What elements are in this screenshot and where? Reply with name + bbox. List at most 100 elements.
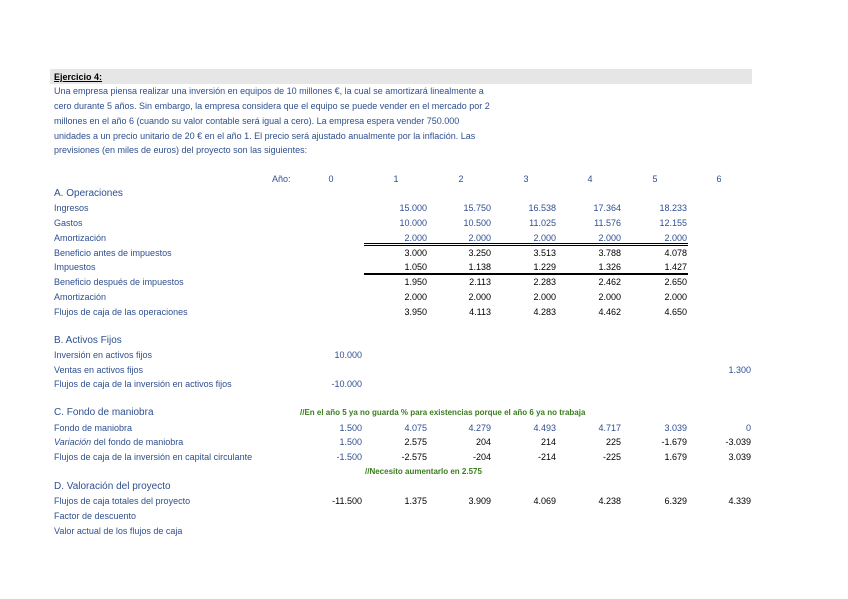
- cell-value[interactable]: 2.000: [468, 233, 491, 243]
- year-header: 1: [393, 174, 399, 184]
- cell-value[interactable]: 3.513: [533, 248, 556, 258]
- paragraph-line: previsiones (en miles de euros) del proy…: [54, 145, 308, 155]
- cell-value[interactable]: 4.279: [468, 423, 491, 433]
- cell-value[interactable]: 1.500: [339, 423, 362, 433]
- cell-value[interactable]: 1.326: [598, 262, 621, 272]
- cell-value[interactable]: 4.493: [533, 423, 556, 433]
- cell-value[interactable]: 10.000: [399, 218, 427, 228]
- section-d-heading: D. Valoración del proyecto: [54, 481, 171, 492]
- cell-value[interactable]: 2.000: [598, 292, 621, 302]
- cell-value[interactable]: 3.250: [468, 248, 491, 258]
- cell-value[interactable]: 214: [540, 437, 556, 447]
- cell-value[interactable]: 4.113: [469, 307, 491, 317]
- cell-value[interactable]: 204: [475, 437, 491, 447]
- row-label: Fondo de maniobra: [54, 423, 133, 433]
- row-label: Variación del fondo de maniobra: [54, 436, 183, 448]
- cell-value[interactable]: 0: [745, 423, 751, 433]
- cell-value[interactable]: 3.909: [468, 496, 491, 506]
- cell-value[interactable]: 6.329: [664, 496, 687, 506]
- cell-value[interactable]: 4.650: [664, 307, 687, 317]
- paragraph-line: cero durante 5 años. Sin embargo, la emp…: [54, 101, 490, 111]
- cell-value[interactable]: -3.039: [725, 437, 751, 447]
- cell-value[interactable]: 4.717: [598, 423, 621, 433]
- cell-value[interactable]: 15.750: [463, 203, 491, 213]
- cell-value[interactable]: -204: [472, 452, 491, 462]
- row-label: Beneficio después de impuestos: [54, 277, 184, 287]
- cell-value[interactable]: -11.500: [332, 496, 362, 506]
- cell-value[interactable]: 2.000: [404, 292, 427, 302]
- cell-value[interactable]: -1.500: [336, 452, 362, 462]
- row-label: Gastos: [54, 218, 83, 228]
- cell-value[interactable]: 2.000: [468, 292, 491, 302]
- cell-value[interactable]: 10.000: [334, 350, 362, 360]
- cell-value[interactable]: 3.950: [404, 307, 427, 317]
- cell-value[interactable]: 2.000: [664, 292, 687, 302]
- row-label: Amortización: [54, 233, 107, 243]
- year-header: 4: [587, 174, 593, 184]
- year-header: 3: [523, 174, 529, 184]
- cell-value[interactable]: -214: [537, 452, 556, 462]
- cell-value[interactable]: 3.788: [598, 248, 621, 258]
- cell-value[interactable]: 4.462: [598, 307, 621, 317]
- cell-value[interactable]: 2.575: [404, 437, 427, 447]
- cell-value[interactable]: 2.462: [598, 277, 621, 287]
- cell-value[interactable]: 4.238: [598, 496, 621, 506]
- row-label: Flujos de caja de las operaciones: [54, 307, 188, 317]
- section-c-heading: C. Fondo de maniobra: [54, 407, 154, 418]
- cell-value[interactable]: -10.000: [331, 379, 362, 389]
- cell-value[interactable]: 2.000: [598, 233, 621, 243]
- cell-value[interactable]: 11.025: [529, 218, 556, 228]
- cell-value[interactable]: 225: [605, 437, 621, 447]
- cell-value[interactable]: 2.283: [533, 277, 556, 287]
- row-label-italic: Variación: [54, 437, 92, 447]
- exercise-title: Ejercicio 4:: [54, 72, 103, 82]
- cell-value[interactable]: 1.050: [404, 262, 427, 272]
- cell-value[interactable]: 3.000: [404, 248, 427, 258]
- paragraph-line: millones en el año 6 (cuando su valor co…: [54, 116, 460, 126]
- row-label: Flujos de caja de la inversión en capita…: [54, 452, 253, 462]
- year-header: 2: [458, 174, 464, 184]
- cell-value[interactable]: 4.078: [664, 248, 687, 258]
- cell-value[interactable]: 1.950: [404, 277, 427, 287]
- cell-value[interactable]: 18.233: [659, 203, 687, 213]
- cell-value[interactable]: 2.000: [533, 233, 556, 243]
- cell-value[interactable]: 1.300: [728, 365, 751, 375]
- cell-value[interactable]: 2.000: [533, 292, 556, 302]
- cell-value[interactable]: 4.283: [533, 307, 556, 317]
- cell-value[interactable]: 1.229: [533, 262, 556, 272]
- row-label: Inversión en activos fijos: [54, 350, 153, 360]
- cell-value[interactable]: -1.679: [661, 437, 687, 447]
- double-underline: [364, 243, 688, 246]
- cell-value[interactable]: 16.538: [528, 203, 556, 213]
- thick-underline: [364, 273, 688, 275]
- cell-value[interactable]: 15.000: [399, 203, 427, 213]
- cell-value[interactable]: 3.039: [664, 423, 687, 433]
- year-header: 6: [716, 174, 722, 184]
- cell-value[interactable]: 4.075: [404, 423, 427, 433]
- cell-value[interactable]: 2.650: [664, 277, 687, 287]
- cell-value[interactable]: 10.500: [463, 218, 491, 228]
- cell-value[interactable]: 4.339: [728, 496, 751, 506]
- cell-value[interactable]: 12.155: [659, 218, 687, 228]
- row-label: Beneficio antes de impuestos: [54, 248, 172, 258]
- cell-value[interactable]: 11.576: [594, 218, 621, 228]
- cell-value[interactable]: 17.364: [593, 203, 621, 213]
- cell-value[interactable]: 3.039: [728, 452, 751, 462]
- cell-value[interactable]: 1.679: [664, 452, 687, 462]
- row-label: Flujos de caja totales del proyecto: [54, 496, 191, 506]
- cell-value[interactable]: -2.575: [401, 452, 427, 462]
- cell-value[interactable]: 1.138: [468, 262, 491, 272]
- cell-value[interactable]: 1.375: [404, 496, 427, 506]
- cell-value[interactable]: 1.500: [339, 437, 362, 447]
- cell-value[interactable]: 1.427: [664, 262, 687, 272]
- note-necesito: //Necesito aumentarlo en 2.575: [365, 467, 482, 476]
- cell-value[interactable]: 4.069: [533, 496, 556, 506]
- cell-value[interactable]: 2.000: [664, 233, 687, 243]
- year-label: Año:: [272, 174, 291, 184]
- cell-value[interactable]: 2.000: [404, 233, 427, 243]
- cell-value[interactable]: -225: [602, 452, 621, 462]
- section-a-heading: A. Operaciones: [54, 188, 123, 199]
- row-label: Ingresos: [54, 203, 89, 213]
- cell-value[interactable]: 2.113: [469, 277, 491, 287]
